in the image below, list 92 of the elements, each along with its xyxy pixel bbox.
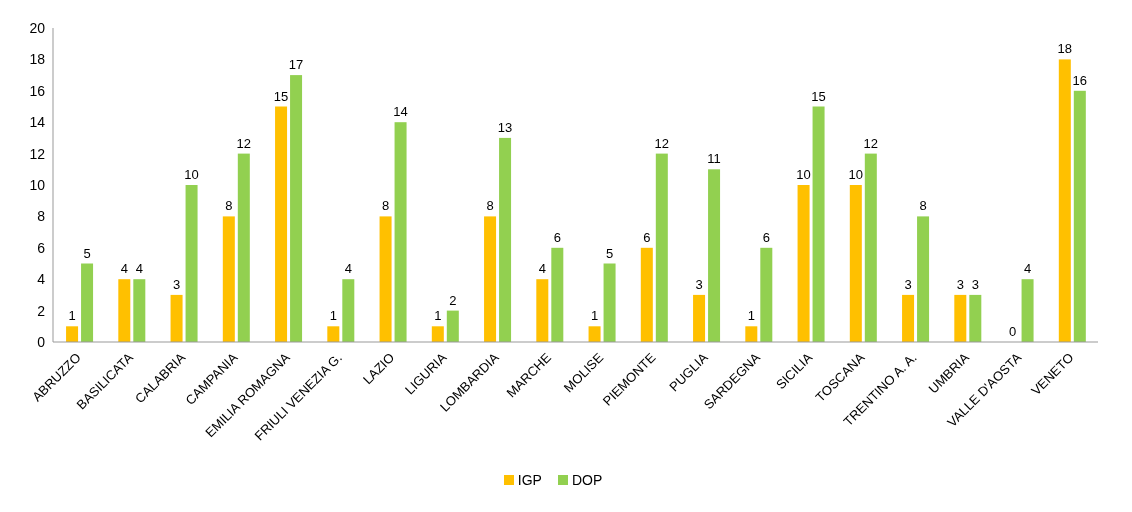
bar [797, 185, 810, 342]
data-label: 4 [538, 261, 546, 277]
bar [484, 216, 497, 342]
y-tick-label: 2 [37, 302, 46, 319]
data-label: 4 [344, 261, 352, 277]
y-tick-label: 16 [29, 82, 46, 99]
bar [499, 137, 512, 342]
data-label: 1 [747, 308, 755, 324]
bar [394, 122, 407, 342]
bar [708, 169, 721, 342]
bar [551, 247, 564, 342]
data-label: 3 [695, 276, 703, 292]
bar [1073, 90, 1086, 342]
bar [864, 153, 877, 342]
bar [1058, 59, 1071, 342]
data-label: 1 [329, 308, 337, 324]
bar [290, 75, 303, 342]
bar [603, 263, 616, 342]
bar [655, 153, 668, 342]
y-tick-label: 4 [37, 271, 46, 288]
y-tick-label: 8 [37, 208, 46, 225]
bar [693, 294, 706, 342]
data-label: 4 [120, 261, 128, 277]
bar [588, 326, 601, 342]
data-label: 15 [811, 88, 826, 104]
bar [969, 294, 982, 342]
y-tick-label: 20 [29, 19, 46, 36]
data-label: 10 [184, 167, 199, 182]
data-label: 4 [1023, 261, 1032, 277]
y-tick-label: 14 [29, 114, 46, 131]
bar [954, 294, 967, 342]
bar [237, 153, 250, 342]
bar [275, 106, 288, 342]
bar [379, 216, 392, 342]
data-label: 16 [1072, 72, 1088, 88]
y-tick-label: 6 [37, 239, 46, 256]
data-label: 8 [486, 198, 494, 214]
data-label: 3 [956, 276, 964, 292]
data-label: 18 [1057, 41, 1073, 57]
bar [81, 263, 94, 342]
bar [849, 185, 862, 342]
data-label: 12 [863, 135, 879, 151]
data-label: 5 [83, 245, 91, 261]
data-label: 6 [553, 229, 561, 245]
y-tick-label: 0 [37, 333, 46, 350]
bar [446, 310, 459, 342]
bar [118, 279, 131, 342]
bar [222, 216, 235, 342]
data-label: 11 [707, 151, 721, 167]
data-label: 8 [381, 198, 390, 214]
bar [342, 279, 355, 342]
legend-label: IGP [516, 472, 542, 488]
bar [902, 294, 915, 342]
bar [760, 247, 773, 342]
bar [170, 294, 183, 342]
data-label: 1 [590, 308, 599, 324]
y-tick-label: 10 [29, 176, 46, 193]
data-label: 0 [1008, 324, 1017, 339]
data-label: 17 [288, 57, 304, 73]
legend-label: DOP [570, 472, 603, 488]
data-label: 12 [654, 135, 670, 151]
data-label: 1 [68, 308, 76, 324]
bar [812, 106, 825, 342]
data-label: 10 [796, 167, 811, 182]
data-label: 8 [919, 198, 927, 214]
data-label: 1 [434, 308, 442, 324]
bar [536, 279, 549, 342]
data-label: 6 [643, 229, 651, 245]
y-tick-label: 12 [29, 145, 46, 162]
data-label: 8 [225, 198, 233, 214]
bar [327, 326, 340, 342]
bar [431, 326, 444, 342]
data-label: 14 [393, 104, 408, 120]
data-label: 13 [497, 119, 513, 135]
data-label: 6 [762, 229, 770, 245]
bar [185, 185, 198, 342]
bar [66, 326, 79, 342]
bar [1021, 279, 1034, 342]
bar [133, 279, 146, 342]
data-label: 3 [971, 276, 979, 292]
data-label: 3 [904, 276, 912, 292]
bar [917, 216, 930, 342]
data-label: 2 [449, 292, 457, 308]
data-label: 10 [848, 167, 864, 182]
data-label: 12 [236, 135, 252, 151]
bar [640, 247, 653, 342]
data-label: 3 [172, 276, 181, 292]
bar [745, 326, 758, 342]
data-label: 15 [273, 88, 289, 104]
data-label: 5 [605, 245, 614, 261]
y-tick-label: 18 [29, 51, 46, 68]
data-label: 4 [135, 261, 143, 277]
